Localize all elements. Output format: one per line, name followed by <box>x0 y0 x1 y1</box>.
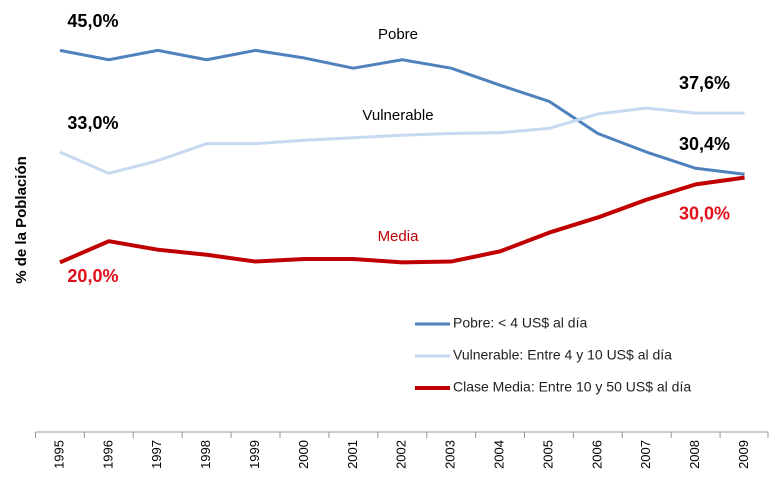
x-tick-label: 2002 <box>394 440 409 469</box>
series-line <box>59 106 745 175</box>
value-label: 45,0% <box>67 11 118 31</box>
x-tick-label: 1997 <box>149 440 164 469</box>
series-annotation: Vulnerable <box>362 107 433 124</box>
x-tick-label: 1998 <box>198 440 213 469</box>
legend-label: Vulnerable: Entre 4 y 10 US$ al día <box>453 347 672 363</box>
x-tick-label: 1999 <box>247 440 262 469</box>
x-tick-label: 2009 <box>736 440 751 469</box>
value-label: 37,6% <box>679 73 730 93</box>
series-line <box>59 175 745 265</box>
x-tick-label: 1995 <box>51 440 66 469</box>
x-tick-label: 2008 <box>687 440 702 469</box>
value-label: 33,0% <box>67 113 118 133</box>
series-annotation: Media <box>378 228 420 245</box>
x-tick-label: 2003 <box>443 440 458 469</box>
x-tick-label: 2000 <box>296 440 311 469</box>
x-tick-label: 1996 <box>100 440 115 469</box>
series-line <box>59 48 745 176</box>
value-label: 30,4% <box>679 134 730 154</box>
legend-label: Pobre: < 4 US$ al día <box>453 315 587 331</box>
x-tick-label: 2006 <box>589 440 604 469</box>
x-tick-label: 2001 <box>345 440 360 469</box>
y-axis-label: % de la Población <box>13 156 30 284</box>
series-annotation: Pobre <box>378 26 418 43</box>
legend-label: Clase Media: Entre 10 y 50 US$ al día <box>453 379 691 395</box>
x-tick-label: 2004 <box>491 440 506 469</box>
x-tick-label: 2005 <box>540 440 555 469</box>
value-label: 20,0% <box>67 266 118 286</box>
x-tick-label: 2007 <box>638 440 653 469</box>
value-label: 30,0% <box>679 203 730 223</box>
